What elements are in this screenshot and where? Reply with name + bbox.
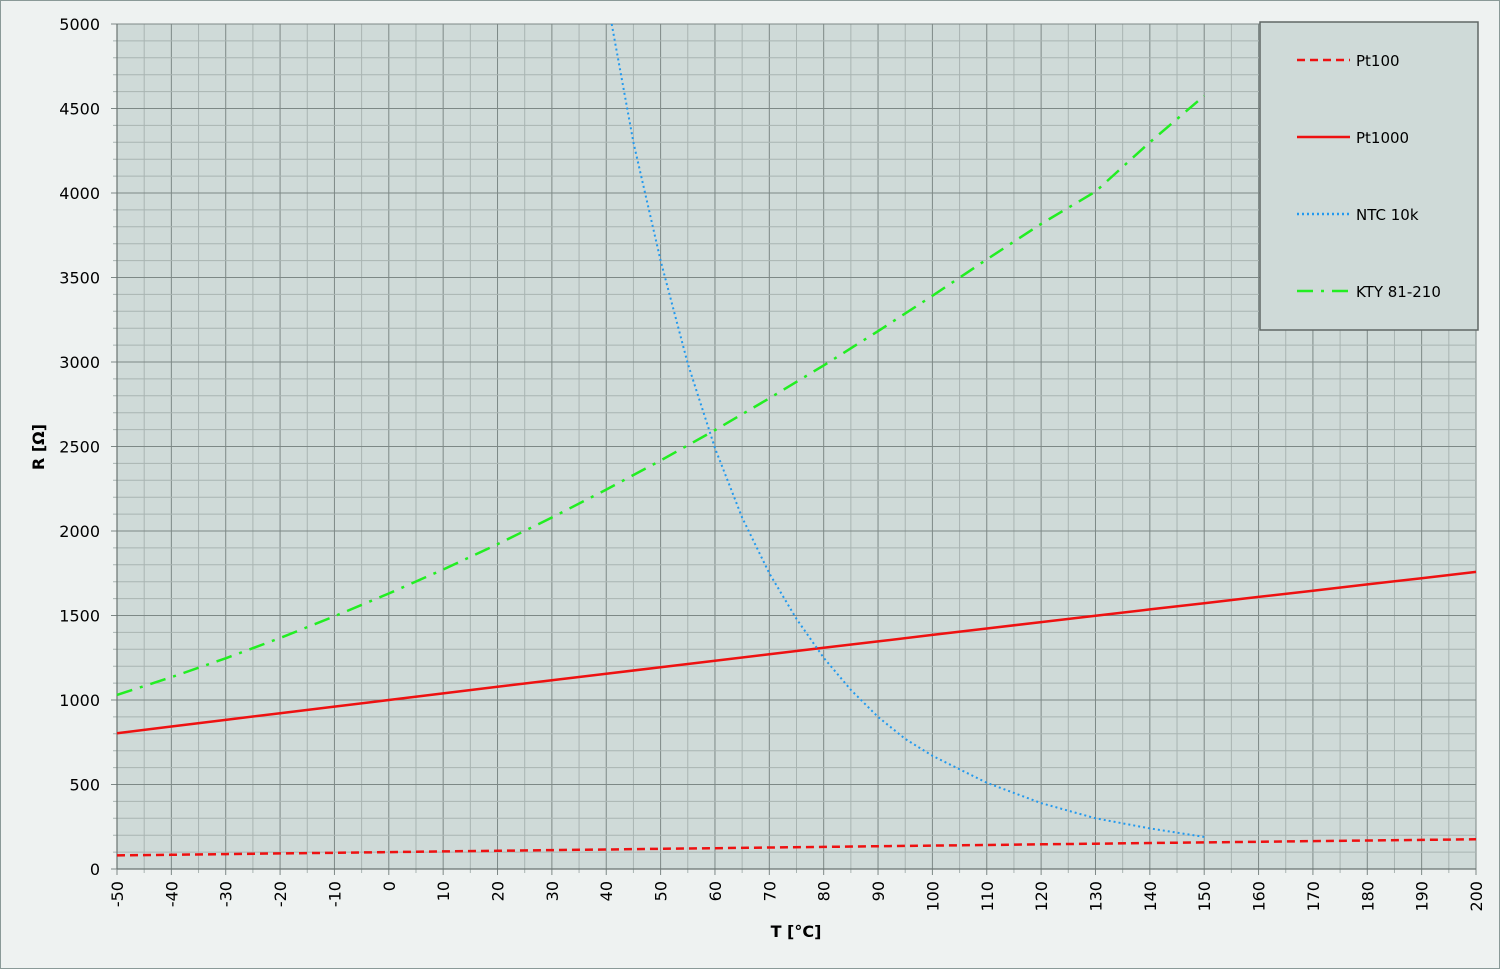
x-tick-label: 80 — [815, 881, 834, 901]
legend-label: Pt1000 — [1356, 129, 1409, 147]
series-line-kty-81-210 — [116, 94, 1206, 697]
x-tick-label: 60 — [706, 881, 725, 901]
x-tick-label: 70 — [760, 881, 779, 901]
grid — [111, 23, 1477, 875]
x-tick-label: 100 — [923, 881, 942, 912]
series-group — [116, 23, 1477, 857]
x-tick-label: -20 — [271, 881, 290, 907]
y-tick-label: 0 — [90, 860, 100, 879]
y-tick-label: 2000 — [59, 522, 100, 541]
legend-label: KTY 81-210 — [1356, 283, 1441, 301]
x-tick-label: 130 — [1086, 881, 1105, 912]
x-axis-title: T [°C] — [771, 922, 822, 941]
y-tick-label: 2500 — [59, 438, 100, 457]
x-tick-label: 190 — [1413, 881, 1432, 912]
legend-label: Pt100 — [1356, 52, 1400, 70]
axes: 0500100015002000250030003500400045005000… — [59, 15, 1486, 912]
x-tick-label: -10 — [325, 881, 344, 907]
series-line-pt100 — [116, 838, 1477, 857]
x-tick-label: -50 — [108, 881, 127, 907]
x-tick-label: 10 — [434, 881, 453, 901]
x-tick-label: 40 — [597, 881, 616, 901]
x-tick-label: -30 — [217, 881, 236, 907]
legend: Pt100 Pt1000 NTC 10k KTY 81-210 — [1259, 21, 1479, 331]
x-tick-label: 140 — [1141, 881, 1160, 912]
x-tick-label: 90 — [869, 881, 888, 901]
y-axis-title: R [Ω] — [29, 424, 48, 470]
x-tick-label: 180 — [1358, 881, 1377, 912]
x-tick-label: 0 — [380, 881, 399, 891]
y-tick-label: 3500 — [59, 269, 100, 288]
series-line-ntc-10k — [610, 23, 1205, 838]
x-tick-label: 30 — [543, 881, 562, 901]
y-tick-label: 5000 — [59, 15, 100, 34]
legend-box — [1259, 21, 1479, 331]
x-tick-label: 120 — [1032, 881, 1051, 912]
x-tick-label: 110 — [978, 881, 997, 912]
x-tick-label: 20 — [489, 881, 508, 901]
x-tick-label: 50 — [652, 881, 671, 901]
y-tick-label: 3000 — [59, 353, 100, 372]
y-tick-label: 4000 — [59, 184, 100, 203]
series-line-pt1000 — [116, 570, 1477, 735]
legend-label: NTC 10k — [1356, 206, 1419, 224]
x-tick-label: 150 — [1195, 881, 1214, 912]
y-tick-label: 1500 — [59, 607, 100, 626]
x-tick-label: 200 — [1467, 881, 1486, 912]
y-tick-label: 1000 — [59, 691, 100, 710]
x-tick-label: 160 — [1250, 881, 1269, 912]
y-tick-label: 500 — [69, 776, 100, 795]
y-tick-label: 4500 — [59, 100, 100, 119]
x-tick-label: -40 — [162, 881, 181, 907]
x-tick-label: 170 — [1304, 881, 1323, 912]
